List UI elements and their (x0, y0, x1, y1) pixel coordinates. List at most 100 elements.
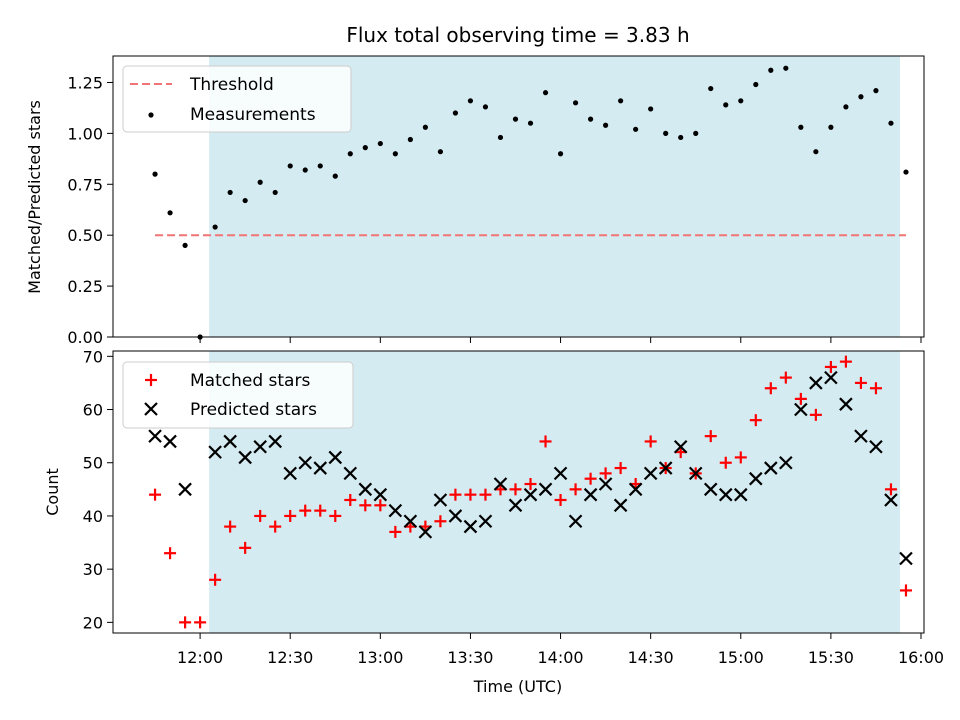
matched-star-point (464, 488, 477, 501)
x-tick-label: 13:00 (357, 648, 403, 667)
predicted-star-point (613, 498, 628, 513)
matched-star-point (704, 430, 717, 443)
matched-star-point (734, 451, 747, 464)
predicted-star-point (688, 466, 703, 481)
measurement-point (618, 98, 624, 104)
predicted-star-point (223, 434, 237, 449)
x-tick-label: 16:00 (898, 648, 944, 667)
matched-star-point (779, 371, 792, 384)
predicted-star-point (553, 466, 568, 481)
matched-star-point (749, 414, 762, 427)
top-y-tick-label: 0.75 (67, 175, 103, 194)
measurement-point (663, 130, 669, 136)
matched-star-point (284, 509, 297, 522)
predicted-star-point (854, 429, 868, 443)
x-tick-label: 12:00 (177, 648, 223, 667)
predicted-star-point (283, 466, 297, 481)
matched-star-point (569, 483, 582, 496)
top-axes-frame (112, 55, 925, 338)
chart-title: Flux total observing time = 3.83 h (346, 23, 689, 47)
predicted-star-point (178, 482, 192, 497)
measurement-point (422, 124, 428, 130)
bottom-axes-frame (112, 350, 925, 634)
predicted-star-point (884, 493, 898, 507)
measurement-point (467, 98, 474, 104)
measurement-point (768, 67, 774, 73)
measurement-point (437, 149, 444, 155)
measurement-point (693, 130, 699, 136)
matched-star-point (599, 467, 612, 480)
measurement-point (542, 90, 549, 96)
matched-star-point (614, 462, 627, 475)
measurement-point (678, 134, 684, 141)
legend-matched-label: Matched stars (190, 371, 310, 391)
predicted-star-point (568, 514, 583, 529)
matched-star-point (359, 499, 372, 512)
matched-star-point (179, 616, 192, 629)
top-y-tick-label: 1.00 (67, 124, 103, 143)
top-y-tick-label: 0.50 (67, 226, 103, 245)
measurement-point (302, 167, 308, 173)
measurement-point (182, 242, 188, 248)
predicted-star-point (523, 487, 538, 502)
measurement-point (512, 116, 519, 122)
matched-star-point (839, 355, 852, 368)
predicted-star-point (148, 429, 162, 443)
bottom-y-tick-label: 40 (83, 507, 103, 526)
measurement-point (482, 104, 489, 110)
legend-predicted-label: Predicted stars (190, 400, 317, 420)
predicted-star-point (673, 439, 688, 454)
measurement-point (753, 81, 759, 88)
bottom-panel: 20 30 40 50 60 70 12:00 12:30 13:00 13:30 14:00 14… (43, 347, 944, 696)
matched-star-point (899, 584, 912, 597)
x-tick-label: 15:00 (718, 648, 764, 667)
measurement-point (828, 124, 834, 130)
measurement-point (633, 126, 639, 132)
measurement-point (603, 122, 609, 128)
measurement-point (648, 106, 654, 112)
matched-star-point (374, 499, 387, 512)
top-y-axis-label: Matched/Predicted stars (25, 100, 44, 294)
bottom-y-tick-label: 50 (83, 454, 103, 473)
top-panel: 0.00 0.25 0.50 0.75 1.00 1.25 Matched/Predict… (25, 55, 925, 347)
matched-star-point (389, 525, 402, 538)
matched-star-point (854, 376, 867, 389)
measurement-point (452, 110, 459, 116)
measurement-point (362, 145, 368, 151)
measurement-point (347, 151, 353, 157)
matched-star-point (554, 493, 567, 506)
x-tick-label: 15:30 (808, 648, 854, 667)
predicted-star-point (733, 487, 748, 502)
measurement-point (272, 189, 278, 196)
measurement-point (212, 224, 218, 230)
predicted-star-point (463, 519, 478, 534)
top-y-tick-label: 0.00 (67, 328, 103, 347)
predicted-star-point (703, 482, 718, 497)
predicted-star-point (328, 450, 343, 465)
measurement-point (858, 94, 864, 100)
measurement-point (392, 151, 398, 157)
predicted-star-point (403, 514, 418, 529)
x-tick-label: 14:00 (537, 648, 583, 667)
matched-star-point (509, 483, 522, 496)
predicted-star-point (208, 445, 222, 459)
predicted-star-point (313, 461, 328, 475)
x-axis-label: Time (UTC) (473, 677, 562, 696)
measurement-point (377, 140, 383, 147)
x-tick-label: 14:30 (628, 648, 674, 667)
predicted-star-point (824, 370, 838, 385)
matched-star-point (209, 573, 222, 586)
matched-star-point (644, 435, 657, 448)
matched-star-point (824, 360, 837, 373)
matched-star-point (299, 504, 312, 517)
matched-star-point (449, 488, 462, 501)
predicted-star-point (418, 525, 433, 539)
measurement-point (152, 171, 158, 177)
bottom-y-tick-label: 30 (83, 560, 103, 579)
legend-predicted-swatch (144, 402, 158, 416)
measurement-point (287, 163, 293, 169)
matched-star-point (269, 520, 282, 533)
measurement-point (903, 169, 909, 175)
measurement-point (723, 102, 729, 108)
